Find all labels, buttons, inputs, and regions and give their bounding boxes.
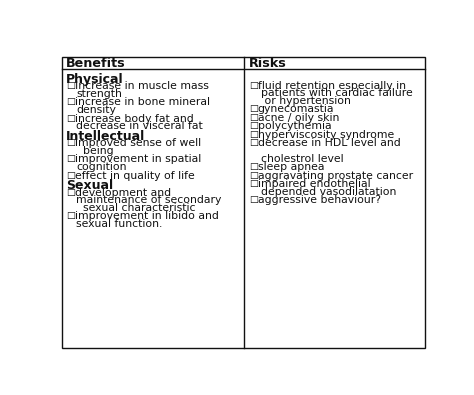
Text: increase in bone mineral: increase in bone mineral xyxy=(75,98,210,107)
Text: Risks: Risks xyxy=(249,57,287,70)
Text: impaired endothelial: impaired endothelial xyxy=(258,179,370,189)
Text: □: □ xyxy=(66,171,75,180)
Text: □: □ xyxy=(66,211,75,220)
Text: □: □ xyxy=(66,188,75,197)
Text: □: □ xyxy=(66,98,75,106)
Text: sleep apnea: sleep apnea xyxy=(258,162,324,172)
Text: fluid retention especially in: fluid retention especially in xyxy=(258,81,406,90)
Text: Benefits: Benefits xyxy=(66,57,126,70)
Text: decrease in HDL level and: decrease in HDL level and xyxy=(258,138,401,148)
Text: decrease in visceral fat: decrease in visceral fat xyxy=(76,121,203,131)
Text: or hypertension: or hypertension xyxy=(261,96,351,106)
Text: Sexual: Sexual xyxy=(66,179,113,192)
Text: □: □ xyxy=(249,162,258,171)
Text: depended vasodilatation: depended vasodilatation xyxy=(261,187,396,197)
Text: improvement in libido and: improvement in libido and xyxy=(75,211,219,222)
Text: Intellectual: Intellectual xyxy=(66,130,146,143)
Text: □: □ xyxy=(249,171,258,180)
Text: □: □ xyxy=(249,121,258,130)
Text: acne / oily skin: acne / oily skin xyxy=(258,113,339,123)
Text: □: □ xyxy=(249,138,258,147)
Text: □: □ xyxy=(66,138,75,147)
Text: patients with cardiac failure: patients with cardiac failure xyxy=(261,88,412,98)
Text: gynecomastia: gynecomastia xyxy=(258,104,334,115)
Text: □: □ xyxy=(66,114,75,122)
Text: increase body fat and: increase body fat and xyxy=(75,114,193,124)
Text: polycythemia: polycythemia xyxy=(258,121,331,131)
Text: development and: development and xyxy=(75,188,171,198)
Text: being: being xyxy=(76,146,114,156)
Text: aggravating prostate cancer: aggravating prostate cancer xyxy=(258,171,413,181)
Text: sexual function.: sexual function. xyxy=(76,219,163,229)
Text: □: □ xyxy=(249,179,258,188)
Text: effect in quality of life: effect in quality of life xyxy=(75,171,194,181)
Text: □: □ xyxy=(249,81,258,90)
Text: □: □ xyxy=(249,113,258,122)
Text: improvement in spatial: improvement in spatial xyxy=(75,154,201,164)
Text: □: □ xyxy=(66,154,75,164)
Text: □: □ xyxy=(66,81,75,90)
Text: cholestrol level: cholestrol level xyxy=(261,154,343,164)
Text: hyperviscosity syndrome: hyperviscosity syndrome xyxy=(258,130,394,140)
Text: density: density xyxy=(76,105,116,115)
Text: □: □ xyxy=(249,130,258,139)
Text: □: □ xyxy=(249,104,258,113)
Text: Physical: Physical xyxy=(66,73,124,86)
Text: aggressive behaviour?: aggressive behaviour? xyxy=(258,195,381,205)
Text: strength: strength xyxy=(76,89,122,99)
Text: sexual characteristic: sexual characteristic xyxy=(76,203,196,213)
Text: improved sense of well: improved sense of well xyxy=(75,138,201,148)
Text: Increase in muscle mass: Increase in muscle mass xyxy=(75,81,209,91)
Text: cognition: cognition xyxy=(76,162,127,172)
Text: □: □ xyxy=(249,195,258,204)
Text: maintenance of secondary: maintenance of secondary xyxy=(76,195,222,205)
